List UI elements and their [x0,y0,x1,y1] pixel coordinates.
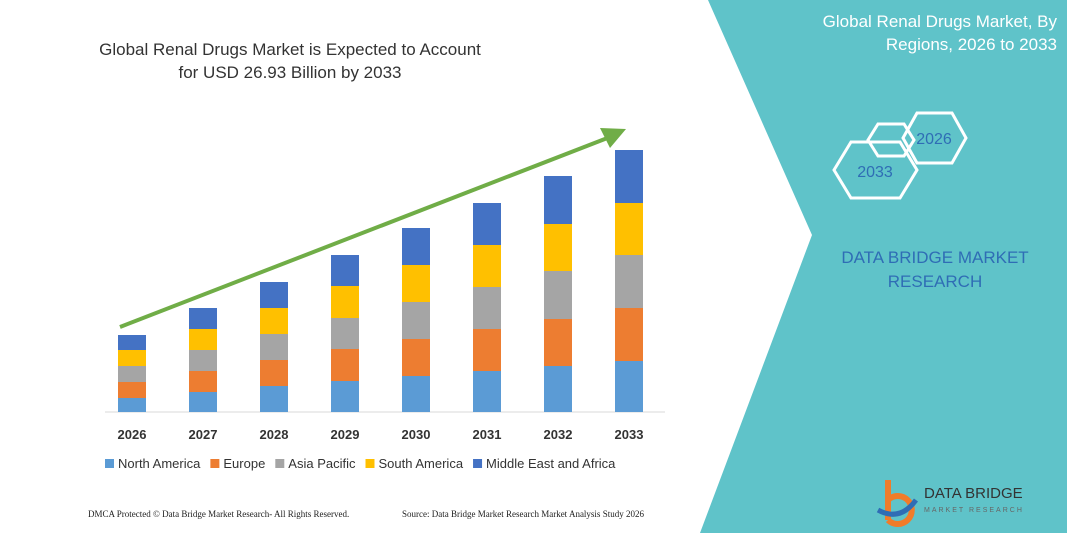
bar-segment [615,255,643,308]
bar-segment [473,203,501,245]
x-tick-label: 2033 [615,427,644,442]
bar-segment [544,224,572,271]
trend-arrow [119,135,611,329]
brand: DATA BRIDGE MARKET RESEARCH [841,248,1029,291]
bar-segment [615,203,643,255]
legend-label: Europe [223,456,265,471]
legend-label: Middle East and Africa [486,456,616,471]
bar-segment [473,287,501,329]
logo-tagline: MARKET RESEARCH [924,507,1024,514]
bar-segment [118,382,146,398]
legend-label: Asia Pacific [288,456,356,471]
hexagon-label: 2033 [857,164,893,181]
bar-segment [473,371,501,412]
bar-segment [331,381,359,412]
x-tick-label: 2027 [189,427,218,442]
bar-segment [402,302,430,339]
bar-segment [544,176,572,224]
legend-swatch [365,459,375,468]
logo-name: DATA BRIDGE [924,485,1023,502]
bar-segment [189,371,217,392]
bar-segment [544,271,572,319]
footer-right: Source: Data Bridge Market Research Mark… [402,509,644,519]
side-background [700,0,1067,533]
bar-segment [118,350,146,366]
bar-segment [331,286,359,318]
bar-segment [260,360,288,386]
footer-left: DMCA Protected © Data Bridge Market Rese… [88,509,350,519]
bar-segment [118,335,146,350]
hexagon [901,111,968,165]
bar-segment [544,319,572,366]
bar-segment [402,228,430,265]
bar-segment [473,245,501,287]
bar-segment [331,255,359,286]
bar-segment [402,265,430,302]
bar-segment [331,349,359,381]
bar-segment [473,329,501,371]
bar-segment [260,334,288,360]
bar-segment [615,308,643,361]
bar-segment [402,339,430,376]
arrow-head [600,128,626,148]
bar-segment [118,366,146,382]
bar-segment [189,329,217,350]
hexagon [832,140,919,200]
bar-segment [260,282,288,308]
legend-swatch [473,459,483,468]
x-tick-label: 2031 [473,427,502,442]
bar-segment [260,308,288,334]
legend-swatch [105,459,114,468]
bar-segment [189,350,217,371]
x-tick-label: 2032 [544,427,573,442]
side-title: Global Renal Drugs Market, By Regions, 2… [822,12,1057,54]
x-tick-label: 2028 [260,427,289,442]
bar-segment [544,366,572,412]
hexagon-label: 2026 [916,131,952,148]
legend-swatch [210,459,220,468]
bar-segment [331,318,359,349]
x-tick-label: 2029 [331,427,360,442]
bar-segment [260,386,288,412]
bar-segment [118,398,146,412]
logo-mark [876,498,919,517]
bar-segment [189,392,217,412]
bar-segment [402,376,430,412]
bar-segment [189,308,217,329]
hexagon [866,122,916,158]
bar-segment [615,361,643,412]
x-tick-label: 2030 [402,427,431,442]
bar-segment [615,150,643,203]
legend-swatch [275,459,285,468]
legend-label: North America [118,456,201,471]
x-tick-label: 2026 [118,427,147,442]
legend-label: South America [379,456,464,471]
chart-title: Global Renal Drugs Market is Expected to… [99,40,481,82]
